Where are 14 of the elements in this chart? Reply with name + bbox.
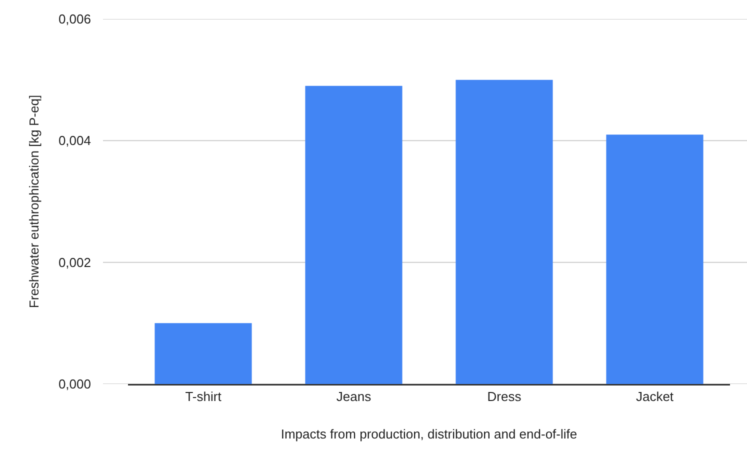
x-tick-label: Jeans — [336, 388, 372, 404]
y-tick-label: 0,002 — [58, 254, 91, 270]
x-tick-label: T-shirt — [185, 388, 222, 404]
y-axis-title: Freshwater euthrophication [kg P-eq] — [26, 94, 42, 308]
x-tick-label: Jacket — [636, 388, 674, 404]
x-axis-title: Impacts from production, distribution and end-of-life — [280, 426, 578, 442]
bar — [606, 134, 704, 384]
bar — [456, 80, 553, 384]
bar — [305, 86, 402, 384]
x-tick-label: Dress — [487, 388, 522, 404]
y-tick-label: 0,006 — [58, 12, 91, 27]
y-tick-label: 0,000 — [58, 376, 91, 392]
y-tick-label: 0,004 — [58, 133, 91, 148]
bar — [154, 323, 252, 384]
